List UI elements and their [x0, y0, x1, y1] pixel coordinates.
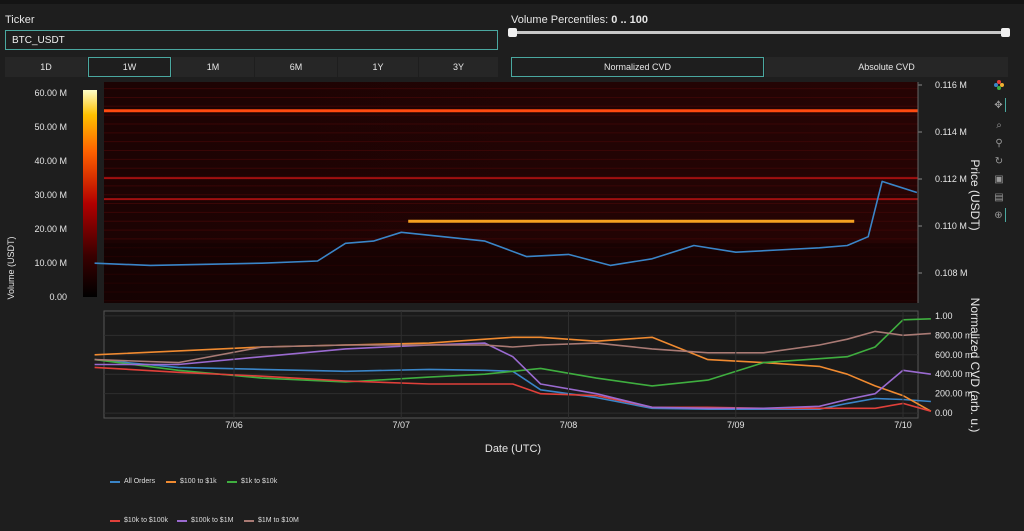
legend-swatch	[244, 519, 254, 522]
price-axis-tick-label: 0.116 M	[935, 80, 967, 90]
date-tick-label: 7/10	[894, 420, 912, 430]
legend-label: $100 to $1k	[180, 478, 217, 485]
timeframe-1m-button[interactable]: 1M	[172, 57, 254, 77]
cvd-series-line	[94, 358, 931, 410]
volume-percentiles-low-handle[interactable]	[508, 28, 517, 37]
legend-swatch	[177, 519, 187, 522]
price-line	[94, 180, 918, 267]
legend-item-100k-to-1m[interactable]: $100k to $1M	[177, 517, 233, 524]
cvd-plot[interactable]: 1.00 800.00 m 600.00 m 400.00 m 200.00 m 0.00…	[94, 310, 973, 430]
x-axis-title: Date (UTC)	[485, 443, 541, 455]
spike-icon[interactable]: ⊕	[992, 208, 1006, 222]
legend-label: $10k to $100k	[124, 517, 168, 524]
absolute-cvd-button[interactable]: Absolute CVD	[765, 57, 1008, 77]
legend-item-1k-to-10k[interactable]: $1k to $10k	[227, 478, 277, 485]
colorbar-tick-label: 0.00	[49, 292, 67, 302]
lasso-icon[interactable]: ⚲	[995, 137, 1003, 149]
legend-swatch	[110, 480, 120, 483]
cvd-series-line	[94, 366, 932, 412]
cvd-series-line	[94, 318, 931, 387]
cvd-series-line	[94, 342, 932, 410]
legend-label: $1k to $10k	[241, 478, 278, 485]
legend-item-100-to-1k[interactable]: $100 to $1k	[166, 478, 217, 485]
modebar: ✥ ⌕ ⚲ ↻ ▣ ▤ ⊕	[992, 78, 1008, 238]
plotly-logo-icon[interactable]	[992, 78, 1006, 92]
price-axis-title: Price (USDT)	[968, 159, 982, 230]
legend-item-1m-to-10m[interactable]: $1M to $10M	[244, 517, 299, 524]
legend-item-all-orders[interactable]: All Orders	[110, 478, 155, 485]
timeframe-3y-button[interactable]: 3Y	[419, 57, 498, 77]
legend-swatch	[166, 480, 176, 483]
date-tick-label: 7/08	[560, 420, 578, 430]
cvd-axis-tick-label: 600.00 m	[935, 350, 973, 360]
colorbar-tick-label: 30.00 M	[34, 190, 67, 200]
legend-label: $1M to $10M	[258, 517, 299, 524]
timeframe-1d-button[interactable]: 1D	[5, 57, 87, 77]
colorbar-title: Volume (USDT)	[6, 236, 16, 299]
reset-icon[interactable]: ↻	[994, 155, 1004, 167]
timeframe-1w-button[interactable]: 1W	[88, 57, 171, 77]
heatmap-dense-region	[104, 243, 918, 303]
cvd-axis-title: Normalized CVD (arb. u.)	[968, 298, 982, 433]
colorbar-tick-label: 50.00 M	[34, 122, 67, 132]
colorbar-tick-label: 40.00 M	[34, 156, 67, 166]
date-tick-label: 7/09	[727, 420, 745, 430]
colorbar-tick-label: 10.00 M	[34, 258, 67, 268]
cvd-axis-tick-label: 200.00 m	[935, 389, 973, 399]
colorbar: 60.00 M 50.00 M 40.00 M 30.00 M 20.00 M 10.00…	[6, 88, 97, 302]
cvd-series-line	[94, 330, 931, 364]
legend-swatch	[227, 480, 237, 483]
volume-percentiles-high-handle[interactable]	[1001, 28, 1010, 37]
cvd-axis-tick-label: 400.00 m	[935, 369, 973, 379]
hover-icon[interactable]: ▤	[994, 191, 1004, 203]
ticker-input[interactable]	[5, 30, 498, 50]
volume-percentiles-slider-track[interactable]	[511, 31, 1007, 34]
price-axis-tick-label: 0.112 M	[935, 174, 967, 184]
cvd-axis-tick-label: 800.00 m	[935, 330, 973, 340]
download-icon[interactable]: ▣	[994, 173, 1004, 185]
timeframe-1y-button[interactable]: 1Y	[338, 57, 418, 77]
cvd-axis-tick-label: 0.00	[935, 408, 953, 418]
volume-percentiles-text: Volume Percentiles:	[511, 14, 609, 26]
pan-icon[interactable]: ✥	[992, 98, 1006, 112]
cvd-axis-tick-label: 1.00	[935, 311, 953, 321]
volume-percentiles-label: Volume Percentiles: 0 .. 100	[511, 14, 648, 26]
colorbar-tick-label: 20.00 M	[34, 224, 67, 234]
ticker-label: Ticker	[5, 14, 35, 26]
price-axis-tick-label: 0.114 M	[935, 127, 967, 137]
volume-percentiles-range: 0 .. 100	[611, 14, 648, 26]
price-axis-tick-label: 0.108 M	[935, 268, 968, 278]
date-tick-label: 7/06	[225, 420, 243, 430]
date-tick-label: 7/07	[392, 420, 410, 430]
normalized-cvd-button[interactable]: Normalized CVD	[511, 57, 764, 77]
zoom-icon[interactable]: ⌕	[996, 119, 1002, 131]
top-bar	[0, 0, 1024, 4]
colorbar-tick-label: 60.00 M	[34, 88, 67, 98]
price-axis-tick-label: 0.110 M	[935, 221, 967, 231]
heatmap-plot[interactable]: 0.116 M 0.114 M 0.112 M 0.110 M 0.108 M	[94, 80, 968, 303]
legend-label: $100k to $1M	[191, 517, 234, 524]
legend-label: All Orders	[124, 478, 156, 485]
axis-titles: Date (UTC) Price (USDT) Normalized CVD (ar…	[485, 159, 982, 455]
legend-swatch	[110, 519, 120, 522]
legend-item-10k-to-100k[interactable]: $10k to $100k	[110, 517, 168, 524]
timeframe-6m-button[interactable]: 6M	[255, 57, 337, 77]
colorbar-gradient	[83, 90, 97, 297]
